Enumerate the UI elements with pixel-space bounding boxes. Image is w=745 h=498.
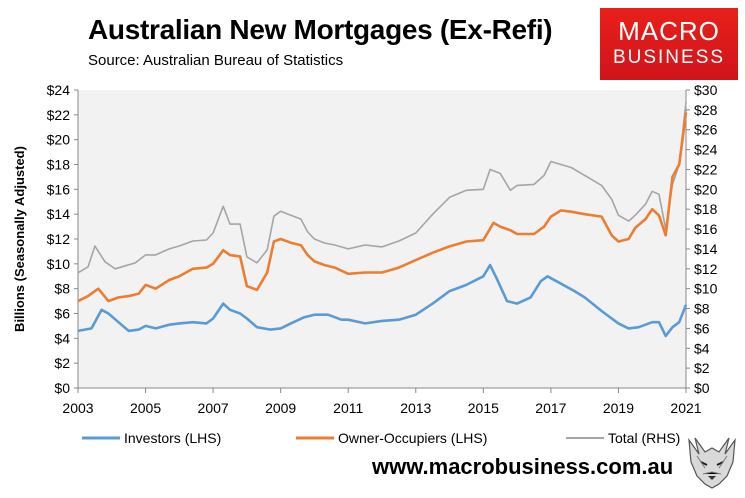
series-line-2 bbox=[77, 101, 687, 274]
legend-label: Total (RHS) bbox=[608, 430, 680, 446]
y-right-tick-label: $14 bbox=[694, 241, 718, 257]
plot-area bbox=[78, 90, 686, 388]
logo-line-1: MACRO bbox=[618, 16, 720, 46]
y-right-tick-label: $16 bbox=[694, 221, 718, 237]
series-line-1 bbox=[77, 112, 688, 303]
logo-line-2: BUSINESS bbox=[612, 47, 726, 68]
y-right-tick-label: $22 bbox=[694, 161, 718, 177]
y-left-tick-label: $8 bbox=[54, 281, 70, 297]
series-line-0 bbox=[77, 263, 688, 338]
y-right-tick-label: $28 bbox=[694, 102, 718, 118]
y-left-tick-label: $10 bbox=[47, 256, 71, 272]
y-right-tick-label: $18 bbox=[694, 201, 718, 217]
chart-title: Australian New Mortgages (Ex-Refi) bbox=[88, 14, 553, 45]
y-right-tick-label: $26 bbox=[694, 122, 718, 138]
legend-label: Owner-Occupiers (LHS) bbox=[338, 430, 487, 446]
x-tick-label: 2017 bbox=[535, 400, 566, 416]
legend: Investors (LHS) Owner-Occupiers (LHS) Tota… bbox=[82, 430, 680, 446]
y-right-tick-label: $0 bbox=[694, 380, 710, 396]
y-left-tick-label: $16 bbox=[47, 181, 71, 197]
y-left-tick-label: $4 bbox=[54, 330, 70, 346]
x-tick-label: 2019 bbox=[603, 400, 634, 416]
y-left-tick-label: $14 bbox=[47, 206, 71, 222]
y-left-tick-label: $18 bbox=[47, 157, 71, 173]
y-left-tick-label: $6 bbox=[54, 306, 70, 322]
website-url: www.macrobusiness.com.au bbox=[372, 454, 674, 479]
x-tick-label: 2005 bbox=[130, 400, 161, 416]
chart-subtitle: Source: Australian Bureau of Statistics bbox=[88, 52, 344, 69]
y-left-tick-label: $0 bbox=[54, 380, 70, 396]
y-left-tick-label: $20 bbox=[47, 132, 71, 148]
x-tick-label: 2021 bbox=[670, 400, 701, 416]
wolf-logo-icon bbox=[683, 432, 741, 492]
x-tick-label: 2009 bbox=[265, 400, 296, 416]
y-right-tick-label: $20 bbox=[694, 181, 718, 197]
x-tick-label: 2011 bbox=[333, 400, 363, 416]
series-layer bbox=[77, 101, 688, 338]
y-right-tick-label: $12 bbox=[694, 261, 718, 277]
y-left-tick-label: $2 bbox=[54, 355, 70, 371]
y-right-tick-label: $6 bbox=[694, 320, 710, 336]
y-left-tick-label: $22 bbox=[47, 107, 71, 123]
y-axis-left: $0 $2 $4 $6 $8 $10 $12 $14 $16 $18 $20 $22 $24 bbox=[47, 82, 79, 396]
y-right-tick-label: $24 bbox=[694, 142, 718, 158]
y-axis-label: Billions (Seasonally Adjusted) bbox=[12, 146, 27, 332]
legend-label: Investors (LHS) bbox=[124, 430, 221, 446]
x-tick-label: 2015 bbox=[468, 400, 499, 416]
y-axis-right: $0 $2 $4 $6 $8 $10 $12 $14 $16 $18 $20 $22 $24 $26 $28… bbox=[685, 82, 718, 396]
x-tick-label: 2013 bbox=[400, 400, 431, 416]
x-tick-label: 2003 bbox=[62, 400, 93, 416]
x-axis: 2003 2005 2007 2009 2011 2013 2015 2017 2019 2021 bbox=[62, 387, 702, 416]
y-left-tick-label: $24 bbox=[47, 82, 71, 98]
macrobusiness-logo: MACRO BUSINESS bbox=[600, 8, 738, 80]
y-right-tick-label: $8 bbox=[694, 301, 710, 317]
y-right-tick-label: $10 bbox=[694, 281, 718, 297]
y-right-tick-label: $2 bbox=[694, 360, 710, 376]
y-right-tick-label: $30 bbox=[694, 82, 718, 98]
y-right-tick-label: $4 bbox=[694, 340, 710, 356]
y-left-tick-label: $12 bbox=[47, 231, 71, 247]
x-tick-label: 2007 bbox=[198, 400, 229, 416]
